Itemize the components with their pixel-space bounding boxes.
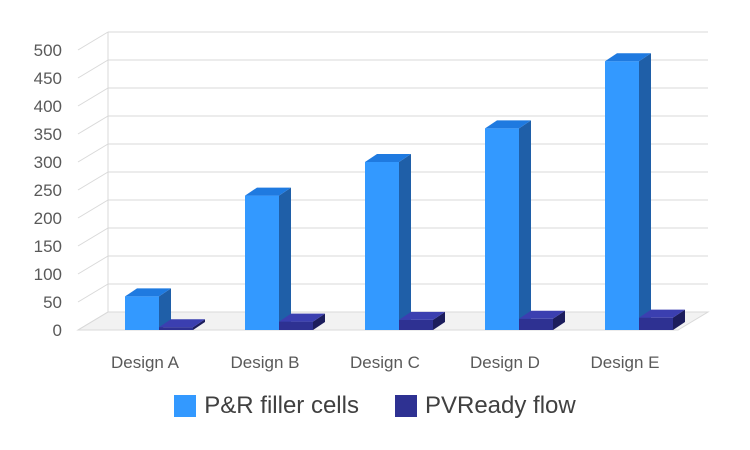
y-tick-label: 0 [53,321,62,340]
gridline-depth [77,255,109,275]
gridline-depth [77,143,109,163]
legend-item-series-2: PVReady flow [394,392,576,420]
gridline-depth [77,115,109,135]
y-tick-label: 450 [34,69,62,88]
gridline-depth [77,59,109,79]
y-tick-label: 150 [34,237,62,256]
bar-front [639,317,673,330]
bar-side [673,309,685,330]
bar-side [553,310,565,330]
bar-front [279,321,313,330]
bar-layer [125,53,685,331]
bar-front [245,195,279,330]
x-tick-label: Design E [591,353,660,372]
bar-top [519,310,565,319]
bar-1 [605,53,651,330]
legend-label-series-2: PVReady flow [424,392,576,419]
x-tick-label: Design B [231,353,300,372]
bar-side [313,313,325,330]
bar-chart: 0 50 100 150 200 250 300 350 400 450 500 Design A De… [34,31,710,372]
gridline-depth [77,171,109,191]
bar-front [365,162,399,330]
bar-side [279,187,291,330]
legend-swatch-series-1 [174,395,197,417]
y-tick-label: 400 [34,97,62,116]
bar-side [193,319,205,330]
bar-top [485,120,531,129]
bar-front [125,296,159,330]
legend: P&R filler cells PVReady flow [0,392,750,420]
y-tick-label: 300 [34,153,62,172]
bar-2 [159,319,205,330]
bar-front [519,318,553,330]
y-tick-label: 200 [34,209,62,228]
gridline-depth [77,283,109,303]
gridline-depth [77,311,109,331]
y-tick-label: 100 [34,265,62,284]
axis-layer: 0 50 100 150 200 250 300 350 400 450 500 Design A De… [34,41,660,372]
x-tick-label: Design C [350,353,420,372]
bar-side [639,53,651,330]
gridline-depth [77,227,109,247]
bar-1 [245,187,291,330]
bar-1 [485,120,531,331]
bar-front [399,319,433,330]
bar-top [125,288,171,297]
bar-2 [519,310,565,330]
y-tick-label: 50 [43,293,62,312]
legend-label-series-1: P&R filler cells [204,392,359,419]
bar-side [519,120,531,331]
gridline-depth [77,87,109,107]
bar-2 [279,313,325,330]
bar-top [639,309,685,318]
legend-item-series-1: P&R filler cells [174,392,359,420]
x-tick-label: Design D [470,353,540,372]
gridline-depth [77,31,109,51]
y-tick-label: 350 [34,125,62,144]
bar-top [245,187,291,196]
bar-top [365,154,411,162]
bar-front [485,128,519,330]
y-tick-label: 250 [34,181,62,200]
bar-front [159,327,193,330]
bar-side [433,311,445,330]
bar-front [605,61,639,330]
bar-2 [399,311,445,330]
x-tick-label: Design A [111,353,180,372]
bar-top [605,53,651,62]
bar-top [159,319,205,328]
bar-2 [639,309,685,330]
gridline-depth [77,199,109,219]
bar-1 [125,288,171,330]
bar-1 [365,154,411,330]
bar-side [399,154,411,330]
bar-side [159,288,171,330]
bar-top [399,311,445,320]
bar-top [279,313,325,322]
legend-swatch-series-2 [394,395,417,417]
y-tick-label: 500 [34,41,62,60]
